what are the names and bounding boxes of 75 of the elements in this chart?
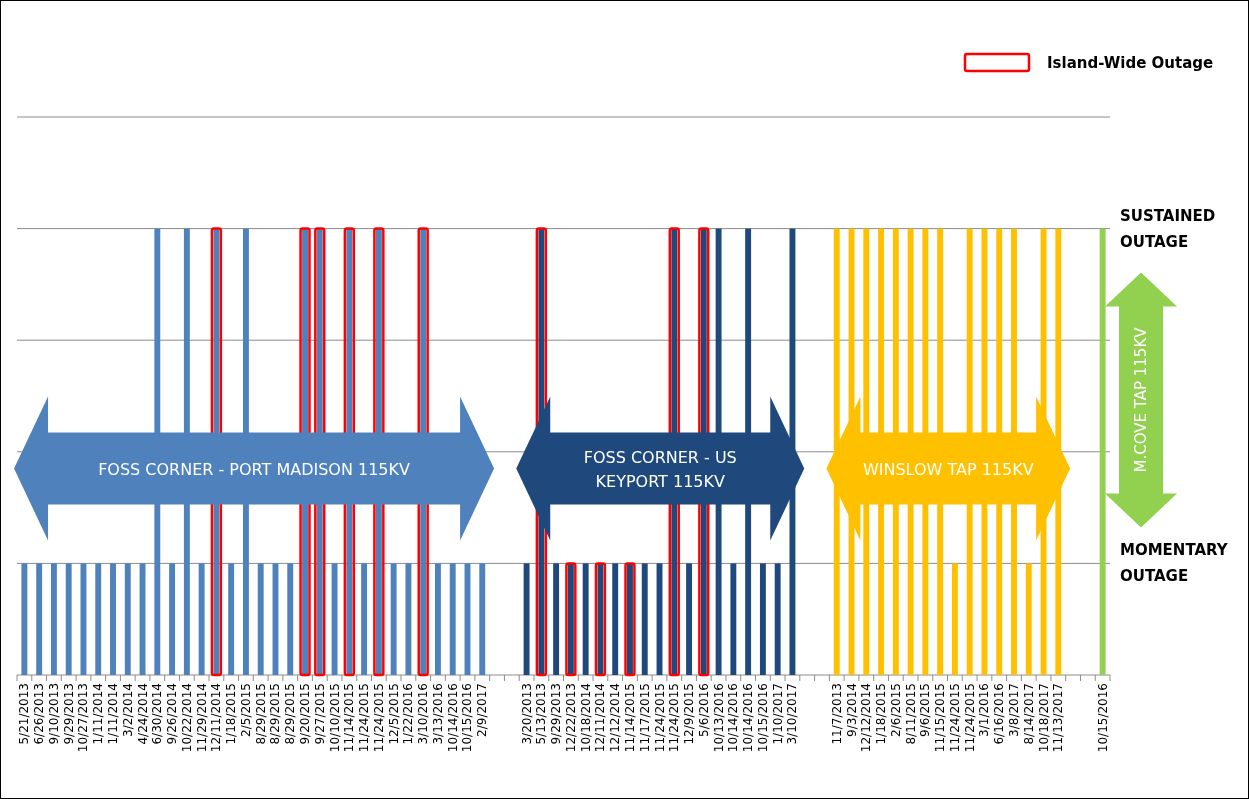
- x-tick-label: 3/10/2016: [416, 683, 431, 745]
- x-tick-label: 1/11/2014: [106, 683, 121, 745]
- x-tick-label: 11/24/2015: [947, 683, 962, 753]
- x-tick-label: 9/27/2015: [312, 683, 327, 745]
- series-label: FOSS CORNER - US KEYPORT 115KV: [583, 447, 737, 491]
- x-tick-label: 5/6/2016: [696, 683, 711, 737]
- x-tick-label: 9/29/2013: [61, 683, 76, 745]
- x-tick-label: 10/14/2016: [445, 683, 460, 753]
- x-tick-label: 10/18/2014: [578, 683, 593, 753]
- x-tick-label: 9/10/2013: [46, 683, 61, 745]
- legend-label: Island-Wide Outage: [1047, 54, 1214, 72]
- x-tick-label: 12/5/2015: [386, 683, 401, 745]
- x-tick-label: 10/18/2017: [1036, 683, 1051, 753]
- x-tick-label: 3/10/2017: [785, 683, 800, 745]
- x-tick-label: 12/12/2014: [608, 683, 623, 753]
- x-tick-label: 9/3/2014: [844, 683, 859, 737]
- x-tick-label: 10/15/2016: [755, 683, 770, 753]
- x-tick-label: 10/13/2016: [711, 683, 726, 753]
- x-tick-label: 1/18/2015: [224, 683, 239, 745]
- x-tick-label: 3/13/2016: [430, 683, 445, 745]
- x-tick-label: 1/11/2014: [91, 683, 106, 745]
- x-tick-label: 10/15/2016: [460, 683, 475, 753]
- x-tick-label: 11/13/2017: [1051, 683, 1066, 753]
- x-tick-label: 12/12/2014: [859, 683, 874, 753]
- x-tick-label: 3/8/2017: [1006, 683, 1021, 737]
- x-tick-label: 1/22/2016: [401, 683, 416, 745]
- series-label: WINSLOW TAP 115KV: [862, 459, 1034, 479]
- x-tick-label: 12/11/2014: [209, 683, 224, 753]
- x-tick-label: 11/15/2015: [933, 683, 948, 753]
- x-tick-label: 11/24/2015: [652, 683, 667, 753]
- x-tick-label: 11/24/2015: [357, 683, 372, 753]
- x-tick-label: 11/24/2015: [667, 683, 682, 753]
- x-tick-label: 8/29/2015: [283, 683, 298, 745]
- x-tick-label: 8/11/2015: [903, 683, 918, 745]
- x-tick-label: 8/29/2015: [253, 683, 268, 745]
- x-tick-label: 9/26/2014: [165, 683, 180, 745]
- series-label: FOSS CORNER - PORT MADISON 115KV: [98, 459, 411, 479]
- x-tick-label: 8/14/2017: [1021, 683, 1036, 745]
- x-tick-label: 6/30/2014: [150, 683, 165, 745]
- x-tick-label: 10/14/2016: [741, 683, 756, 753]
- x-tick-label: 2/9/2017: [475, 683, 490, 737]
- x-tick-label: 10/15/2016: [1095, 683, 1110, 753]
- x-tick-label: 6/16/2016: [992, 683, 1007, 745]
- x-tick-label: 10/22/2014: [179, 683, 194, 753]
- x-tick-label: 9/29/2013: [549, 683, 564, 745]
- x-tick-label: 3/1/2016: [977, 683, 992, 737]
- x-tick-label: 11/7/2013: [829, 683, 844, 745]
- x-tick-label: 10/27/2013: [76, 683, 91, 753]
- x-tick-label: 2/6/2015: [888, 683, 903, 737]
- x-tick-label: 11/24/2015: [962, 683, 977, 753]
- x-tick-label: 6/26/2013: [32, 683, 47, 745]
- x-tick-label: 4/24/2014: [135, 683, 150, 745]
- x-tick-label: 5/21/2013: [17, 683, 32, 745]
- x-tick-label: 11/17/2015: [637, 683, 652, 753]
- text: M.COVE TAP 115KV: [1132, 326, 1151, 473]
- x-tick-label: 9/20/2015: [298, 683, 313, 745]
- x-tick-label: 3/20/2013: [519, 683, 534, 745]
- x-tick-label: 11/29/2014: [194, 683, 209, 753]
- x-tick-label: 11/14/2015: [622, 683, 637, 753]
- x-tick-label: 12/22/2013: [563, 683, 578, 753]
- x-tick-label: 10/10/2015: [327, 683, 342, 753]
- x-tick-label: 9/6/2015: [918, 683, 933, 737]
- x-tick-label: 1/10/2017: [770, 683, 785, 745]
- ref-line-label: MOMENTARY OUTAGE: [1120, 541, 1229, 586]
- x-tick-label: 1/18/2015: [874, 683, 889, 745]
- x-tick-label: 10/14/2016: [726, 683, 741, 753]
- x-tick-label: 5/13/2013: [534, 683, 549, 745]
- ref-line-label: SUSTAINED OUTAGE: [1120, 206, 1216, 251]
- x-tick-label: 8/29/2015: [268, 683, 283, 745]
- x-tick-label: 3/2/2014: [120, 683, 135, 737]
- x-tick-label: 2/5/2015: [238, 683, 253, 737]
- x-tick-label: 11/14/2015: [342, 683, 357, 753]
- x-tick-label: 12/9/2015: [682, 683, 697, 745]
- x-tick-label: 11/24/2015: [371, 683, 386, 753]
- x-tick-label: 12/11/2014: [593, 683, 608, 753]
